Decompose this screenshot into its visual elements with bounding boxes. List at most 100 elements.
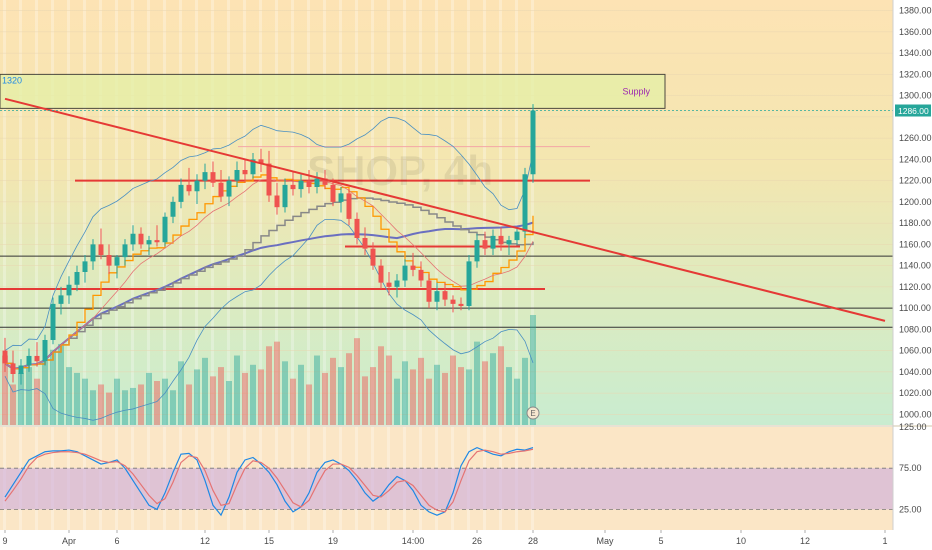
volume-bar (522, 357, 528, 425)
session-stripe (499, 0, 502, 530)
volume-bar (394, 378, 400, 425)
session-stripe (99, 0, 102, 530)
time-axis-tick: 12 (200, 536, 210, 546)
volume-bar (50, 349, 56, 425)
candle-body (282, 184, 288, 208)
volume-bar (258, 369, 264, 425)
session-stripe (451, 0, 454, 530)
candle-body (10, 363, 16, 374)
volume-bar (218, 367, 224, 425)
volume-bar (306, 384, 312, 425)
volume-bar (434, 364, 440, 425)
last-price-label: 1286.00 (898, 106, 929, 116)
candle-body (18, 365, 24, 374)
volume-bar (274, 341, 280, 425)
volume-bar (450, 355, 456, 425)
volume-bar (122, 390, 128, 425)
price-pane-background (0, 0, 893, 425)
volume-bar (410, 369, 416, 425)
candle-body (42, 340, 48, 362)
price-axis-background (893, 0, 932, 550)
volume-bar (26, 367, 32, 425)
candle-body (418, 269, 424, 281)
time-axis-tick: 26 (472, 536, 482, 546)
volume-bar (490, 353, 496, 425)
session-stripe (179, 0, 182, 530)
candle-body (90, 244, 96, 262)
volume-bar (42, 361, 48, 425)
price-axis-tick: 1200.00 (899, 197, 932, 207)
bollinger-lower (4, 219, 534, 421)
trendline (4, 97, 886, 322)
volume-bar (90, 390, 96, 425)
candle-body (458, 303, 464, 306)
candle-body (234, 170, 240, 181)
time-axis-tick: 28 (528, 536, 538, 546)
volume-bar (10, 384, 16, 425)
price-axis-tick: 1000.00 (899, 409, 932, 419)
volume-bar (378, 346, 384, 425)
candle-body (482, 240, 488, 249)
price-axis-tick: 1140.00 (899, 261, 931, 271)
session-stripe (259, 0, 262, 530)
volume-bar (346, 353, 352, 425)
volume-bar (370, 367, 376, 425)
volume-bar (506, 367, 512, 425)
candle-body (466, 261, 472, 306)
time-axis-tick: 5 (658, 536, 663, 546)
candle-body (138, 233, 144, 245)
volume-bar (210, 376, 216, 425)
volume-bar (298, 364, 304, 425)
supply-zone (0, 73, 666, 109)
candle-body (106, 255, 112, 266)
candle-body (290, 184, 296, 190)
volume-bar (162, 378, 168, 425)
price-axis-tick: 1020.00 (899, 388, 932, 398)
volume-bar (202, 357, 208, 425)
candle-body (410, 265, 416, 270)
price-axis-tick: 1320.00 (899, 69, 932, 79)
candle-body (122, 244, 128, 258)
candle-body (2, 350, 8, 364)
session-stripe (515, 0, 518, 530)
time-axis-tick: 9 (2, 536, 7, 546)
volume-bar (194, 369, 200, 425)
candle-body (242, 170, 248, 175)
oscillator-band (0, 468, 893, 510)
supply-zone-label: Supply (622, 86, 650, 96)
volume-bar (170, 390, 176, 425)
volume-bar (58, 343, 64, 425)
session-stripe (131, 0, 134, 530)
session-stripe (339, 0, 342, 530)
candle-body (506, 240, 512, 245)
oscillator-series (4, 448, 534, 513)
time-axis-tick: May (596, 536, 614, 546)
candle-body (378, 265, 384, 283)
price-axis-tick: 1080.00 (899, 324, 932, 334)
volume-bar (130, 387, 136, 425)
candle-body (26, 355, 32, 366)
time-axis-tick: Apr (62, 536, 76, 546)
session-stripe (243, 0, 246, 530)
volume-bar (178, 361, 184, 425)
volume-bar (386, 355, 392, 425)
candle-body (130, 233, 136, 245)
volume-bar (138, 384, 144, 425)
candle-body (298, 180, 304, 190)
price-axis-tick: 1380.00 (899, 6, 932, 16)
session-stripe (3, 0, 6, 530)
candle-body (266, 163, 272, 196)
volume-bar (18, 372, 24, 425)
volume-bar (482, 361, 488, 425)
price-axis-tick: 1180.00 (899, 218, 931, 228)
candle-body (258, 159, 264, 164)
candle-body (354, 218, 360, 238)
candle-body (178, 184, 184, 202)
volume-bar (74, 372, 80, 425)
candle-body (154, 240, 160, 243)
candle-body (514, 231, 520, 241)
price-axis-tick: 1260.00 (899, 133, 932, 143)
time-axis-tick: 6 (114, 536, 119, 546)
candle-body (58, 295, 64, 304)
